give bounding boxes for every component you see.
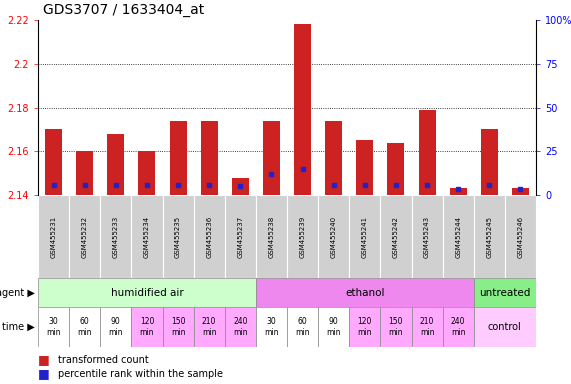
Bar bbox=[474, 195, 505, 278]
Text: GSM455235: GSM455235 bbox=[175, 215, 181, 258]
Bar bbox=[170, 121, 187, 195]
Text: 90
min: 90 min bbox=[327, 317, 341, 337]
Bar bbox=[45, 129, 62, 195]
Text: control: control bbox=[488, 322, 522, 332]
Text: GSM455232: GSM455232 bbox=[82, 215, 88, 258]
Bar bbox=[294, 24, 311, 195]
Bar bbox=[443, 307, 474, 347]
Bar bbox=[69, 195, 100, 278]
Bar bbox=[256, 307, 287, 347]
Text: 30
min: 30 min bbox=[264, 317, 279, 337]
Text: 150
min: 150 min bbox=[171, 317, 186, 337]
Text: 240
min: 240 min bbox=[451, 317, 465, 337]
Text: GSM455245: GSM455245 bbox=[486, 215, 492, 258]
Bar bbox=[419, 110, 436, 195]
Bar bbox=[100, 307, 131, 347]
Bar bbox=[69, 307, 100, 347]
Bar bbox=[76, 151, 93, 195]
Text: percentile rank within the sample: percentile rank within the sample bbox=[58, 369, 223, 379]
Bar bbox=[449, 189, 467, 195]
Text: GSM455237: GSM455237 bbox=[238, 215, 243, 258]
Bar bbox=[38, 278, 256, 307]
Bar bbox=[349, 307, 380, 347]
Bar bbox=[474, 307, 536, 347]
Text: GSM455236: GSM455236 bbox=[206, 215, 212, 258]
Text: 60
min: 60 min bbox=[295, 317, 310, 337]
Bar bbox=[163, 195, 194, 278]
Bar bbox=[100, 195, 131, 278]
Text: 210
min: 210 min bbox=[202, 317, 216, 337]
Bar bbox=[412, 195, 443, 278]
Bar bbox=[481, 129, 498, 195]
Text: GSM455240: GSM455240 bbox=[331, 215, 337, 258]
Text: GSM455234: GSM455234 bbox=[144, 215, 150, 258]
Text: GSM455246: GSM455246 bbox=[517, 215, 524, 258]
Bar bbox=[256, 278, 474, 307]
Bar bbox=[225, 307, 256, 347]
Bar bbox=[38, 195, 69, 278]
Bar bbox=[38, 307, 69, 347]
Text: GSM455244: GSM455244 bbox=[455, 215, 461, 258]
Text: GSM455238: GSM455238 bbox=[268, 215, 275, 258]
Bar bbox=[200, 121, 218, 195]
Text: 120
min: 120 min bbox=[140, 317, 154, 337]
Bar bbox=[349, 195, 380, 278]
Text: GSM455242: GSM455242 bbox=[393, 215, 399, 258]
Bar bbox=[505, 195, 536, 278]
Bar bbox=[225, 195, 256, 278]
Bar bbox=[163, 307, 194, 347]
Text: GSM455231: GSM455231 bbox=[51, 215, 57, 258]
Text: 60
min: 60 min bbox=[78, 317, 92, 337]
Bar bbox=[107, 134, 124, 195]
Bar bbox=[380, 195, 412, 278]
Bar bbox=[474, 278, 536, 307]
Text: GSM455239: GSM455239 bbox=[300, 215, 305, 258]
Bar bbox=[387, 142, 404, 195]
Bar bbox=[287, 307, 318, 347]
Text: agent ▶: agent ▶ bbox=[0, 288, 35, 298]
Text: 240
min: 240 min bbox=[233, 317, 248, 337]
Text: untreated: untreated bbox=[479, 288, 530, 298]
Bar bbox=[138, 151, 155, 195]
Bar bbox=[318, 195, 349, 278]
Text: ■: ■ bbox=[38, 367, 50, 381]
Bar bbox=[318, 307, 349, 347]
Bar bbox=[131, 195, 163, 278]
Text: GSM455241: GSM455241 bbox=[362, 215, 368, 258]
Text: 120
min: 120 min bbox=[357, 317, 372, 337]
Text: humidified air: humidified air bbox=[111, 288, 183, 298]
Text: ■: ■ bbox=[38, 354, 50, 366]
Bar bbox=[194, 195, 225, 278]
Text: 210
min: 210 min bbox=[420, 317, 435, 337]
Text: time ▶: time ▶ bbox=[2, 322, 35, 332]
Text: 90
min: 90 min bbox=[108, 317, 123, 337]
Text: GSM455233: GSM455233 bbox=[113, 215, 119, 258]
Bar bbox=[380, 307, 412, 347]
Bar bbox=[443, 195, 474, 278]
Bar bbox=[325, 121, 342, 195]
Bar bbox=[356, 140, 373, 195]
Bar bbox=[287, 195, 318, 278]
Bar bbox=[194, 307, 225, 347]
Bar bbox=[263, 121, 280, 195]
Text: ethanol: ethanol bbox=[345, 288, 384, 298]
Text: GSM455243: GSM455243 bbox=[424, 215, 430, 258]
Text: GDS3707 / 1633404_at: GDS3707 / 1633404_at bbox=[43, 3, 204, 17]
Text: transformed count: transformed count bbox=[58, 355, 148, 365]
Bar bbox=[131, 307, 163, 347]
Bar bbox=[256, 195, 287, 278]
Text: 150
min: 150 min bbox=[389, 317, 403, 337]
Text: 30
min: 30 min bbox=[46, 317, 61, 337]
Bar bbox=[232, 177, 249, 195]
Bar bbox=[412, 307, 443, 347]
Bar bbox=[512, 189, 529, 195]
